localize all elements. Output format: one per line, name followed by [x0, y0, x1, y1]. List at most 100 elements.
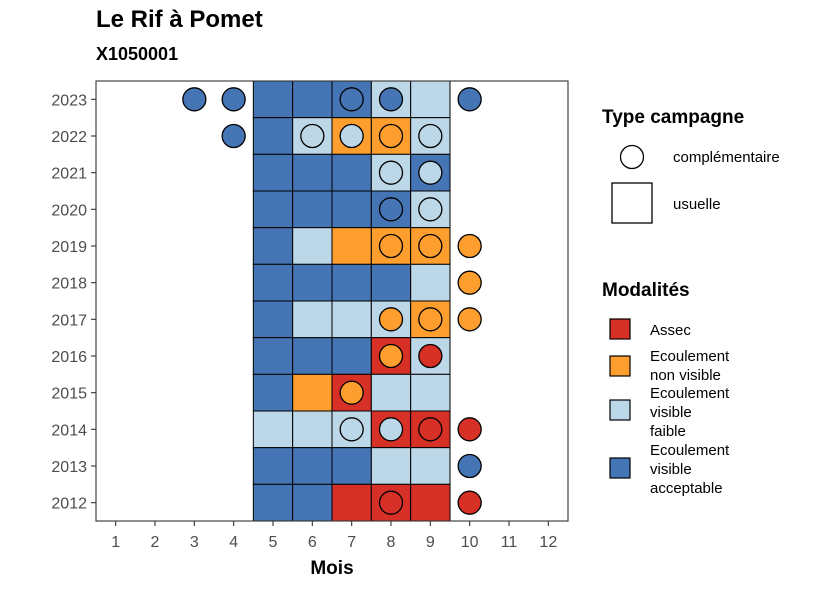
cell-2012-5 — [252, 483, 294, 522]
x-tick-label-4: 4 — [229, 534, 238, 551]
cell-2020-7 — [331, 190, 372, 229]
legend-key-2 — [609, 399, 631, 421]
cell-2018-7 — [331, 263, 372, 302]
marker-2013-10 — [457, 453, 482, 479]
marker-2019-9 — [418, 233, 443, 259]
legend-modalites-title: Modalités — [602, 280, 690, 301]
cell-2017-7 — [331, 300, 372, 339]
marker-2023-3 — [182, 87, 207, 112]
cell-2016-7 — [331, 337, 372, 375]
legend-type-campagne-title: Type campagne — [602, 107, 744, 128]
cell-2018-8 — [370, 263, 412, 302]
x-tick-label-12: 12 — [539, 534, 557, 551]
x-tick-label-8: 8 — [387, 534, 396, 551]
legend-key-3 — [609, 457, 631, 479]
cell-2019-6 — [292, 227, 333, 265]
legend-label-3-0: Ecoulement — [650, 442, 730, 459]
x-tick-label-6: 6 — [308, 534, 317, 551]
cell-2013-7 — [331, 447, 372, 485]
y-tick-label-2021: 2021 — [51, 166, 87, 183]
marker-2016-9 — [418, 343, 443, 369]
y-tick-label-2018: 2018 — [51, 276, 87, 293]
x-axis: 1 2 3 4 5 6 7 8 9 10 11 12 — [111, 521, 557, 551]
marker-2016-8 — [378, 343, 404, 369]
marker-2017-9 — [418, 307, 443, 332]
marker-2019-10 — [457, 233, 482, 259]
cell-2018-9 — [410, 263, 451, 302]
cell-2021-7 — [331, 153, 372, 192]
cell-2019-5 — [252, 227, 294, 265]
x-tick-label-10: 10 — [461, 534, 479, 551]
legend-type-campagne: Type campagne complémentaire usuelle — [602, 107, 780, 224]
legend-circle-icon — [619, 144, 645, 170]
y-tick-label-2014: 2014 — [51, 422, 87, 439]
y-axis: 2012 2013 2014 2015 2016 2017 2018 2019 2020 2021… — [51, 92, 96, 513]
marker-2020-8 — [378, 197, 404, 222]
marker-2012-8 — [378, 490, 404, 515]
x-tick-label-11: 11 — [501, 534, 518, 551]
cell-2021-5 — [252, 153, 294, 192]
cell-2020-5 — [252, 190, 294, 229]
marker-2018-10 — [457, 270, 482, 295]
marker-2019-8 — [378, 233, 404, 259]
cell-2016-6 — [292, 337, 333, 375]
cell-2016-5 — [252, 337, 294, 375]
marker-2023-7 — [339, 87, 364, 112]
plot-border — [95, 80, 569, 522]
y-tick-label-2022: 2022 — [51, 129, 87, 146]
cell-2023-6 — [292, 80, 333, 119]
legend-square-icon — [611, 182, 653, 224]
cell-2013-9 — [410, 447, 451, 485]
marker-2017-8 — [378, 307, 404, 332]
cell-2015-6 — [292, 373, 333, 412]
cell-2013-6 — [292, 447, 333, 485]
plot-frame — [95, 80, 569, 522]
cell-2012-9 — [410, 483, 451, 522]
legend-label-2-0: Ecoulement — [650, 385, 730, 402]
cell-2017-6 — [292, 300, 333, 339]
usuelle-cells — [252, 80, 451, 522]
marker-2022-8 — [378, 123, 404, 149]
legend-key-1 — [609, 355, 631, 377]
y-tick-label-2019: 2019 — [51, 239, 87, 256]
cell-2021-6 — [292, 153, 333, 192]
complementaire-markers — [182, 87, 482, 515]
legend-label-2-1: visible — [650, 404, 692, 421]
cell-2014-5 — [252, 410, 294, 449]
marker-2023-10 — [457, 87, 482, 112]
marker-2014-8 — [378, 417, 404, 442]
cell-2019-7 — [331, 227, 372, 265]
marker-2014-10 — [457, 417, 482, 442]
cell-2012-7 — [331, 483, 372, 522]
marker-2014-7 — [339, 417, 364, 442]
x-tick-label-5: 5 — [269, 534, 278, 551]
cell-2017-5 — [252, 300, 294, 339]
marker-2021-9 — [418, 160, 443, 185]
x-tick-label-9: 9 — [426, 534, 435, 551]
marker-2017-10 — [457, 307, 482, 332]
legend-label-3-2: acceptable — [650, 480, 723, 497]
cell-2013-8 — [370, 447, 412, 485]
marker-2022-7 — [339, 123, 364, 149]
cell-2023-9 — [410, 80, 451, 119]
legend-label-complementaire: complémentaire — [673, 149, 780, 166]
y-tick-label-2023: 2023 — [51, 92, 87, 109]
x-tick-label-7: 7 — [347, 534, 356, 551]
y-tick-label-2016: 2016 — [51, 349, 87, 366]
cell-2013-5 — [252, 447, 294, 485]
x-tick-label-3: 3 — [190, 534, 199, 551]
y-tick-label-2020: 2020 — [51, 202, 87, 219]
cell-2015-5 — [252, 373, 294, 412]
y-tick-label-2015: 2015 — [51, 386, 87, 403]
legend-label-1-1: non visible — [650, 367, 721, 384]
y-tick-label-2017: 2017 — [51, 312, 87, 329]
cell-2023-5 — [252, 80, 294, 119]
x-tick-label-2: 2 — [151, 534, 160, 551]
marker-2020-9 — [418, 197, 443, 222]
cell-2015-9 — [410, 373, 451, 412]
y-tick-label-2013: 2013 — [51, 459, 87, 476]
legend-key-0 — [609, 318, 631, 340]
marker-2023-4 — [221, 87, 246, 112]
chart-title: Le Rif à Pomet — [96, 6, 263, 33]
